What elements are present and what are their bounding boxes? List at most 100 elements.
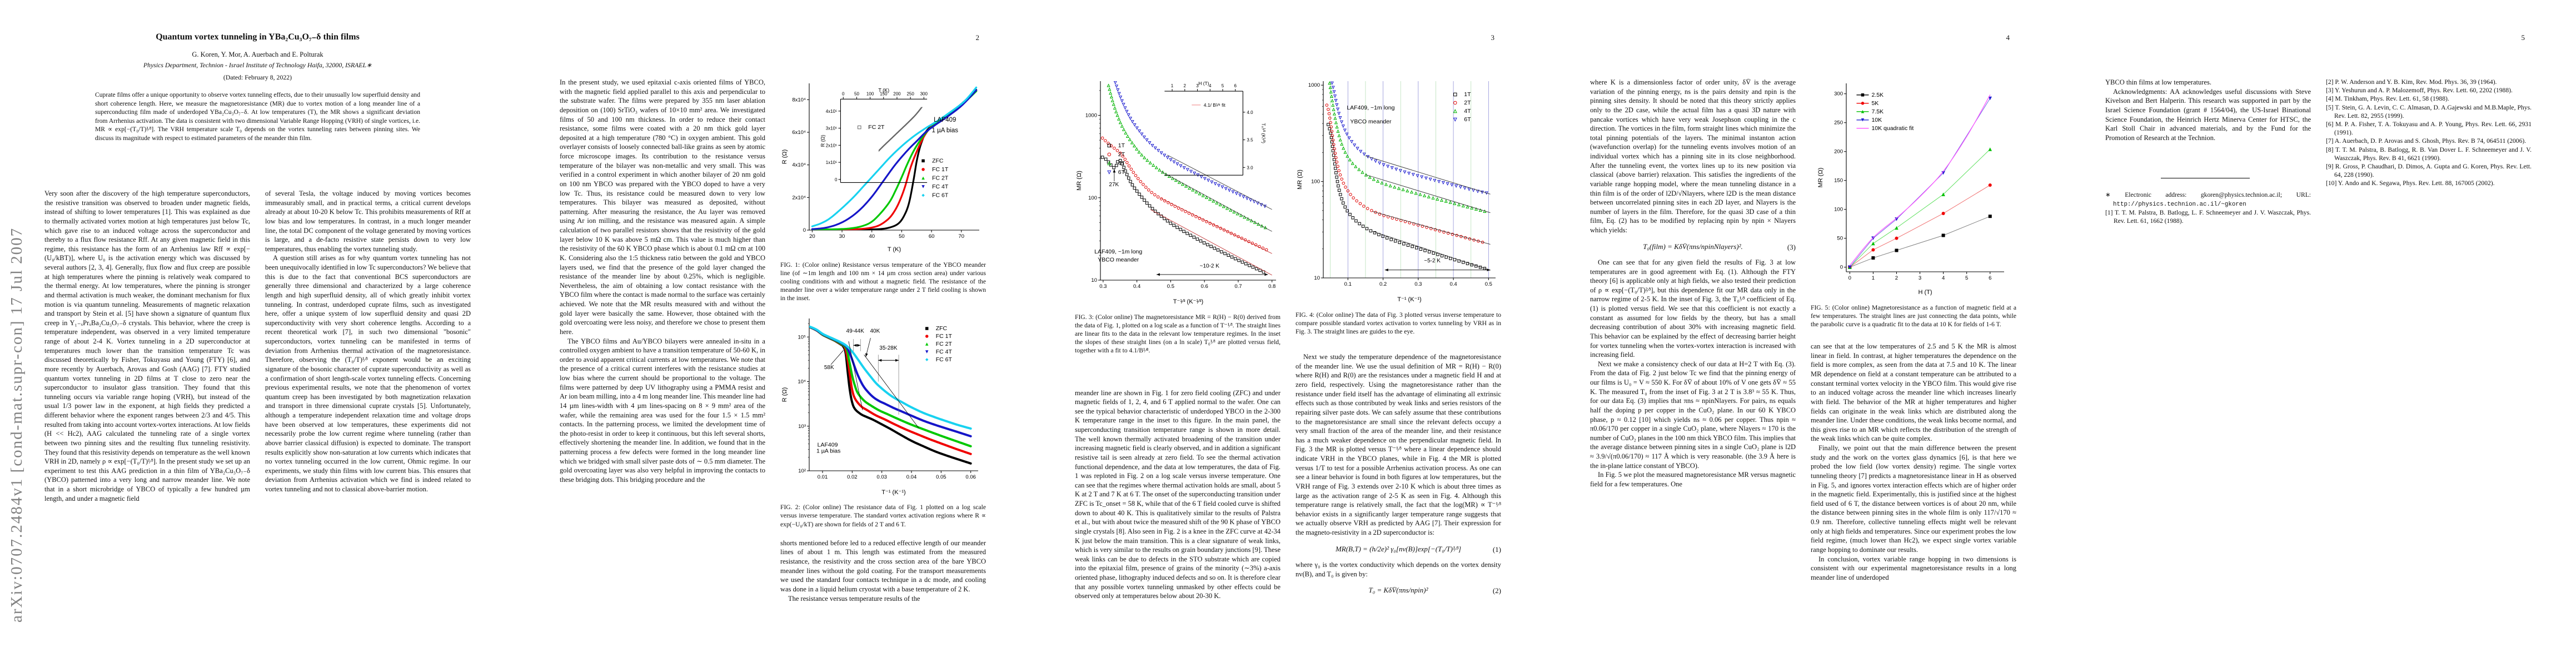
svg-text:10: 10 [1314, 275, 1320, 281]
svg-text:FC 2T: FC 2T [932, 175, 949, 182]
svg-text:FC 6T: FC 6T [932, 192, 949, 199]
body-paragraph: can see that at the low temperatures of … [1811, 342, 2016, 443]
svg-text:0: 0 [1848, 275, 1851, 281]
svg-text:1: 1 [1171, 83, 1174, 88]
svg-text:H (T): H (T) [1198, 81, 1209, 86]
svg-text:3: 3 [1919, 275, 1921, 281]
svg-text:0.5: 0.5 [1485, 281, 1492, 287]
equation-2: T₀ = KδV̄(πns/npin)² (2) [1296, 585, 1501, 595]
page3-right-column: 0.1 0.2 0.3 0.4 0.5 10 100 1000 T⁻¹ (K⁻¹) MR (Ω) L… [1296, 78, 1501, 602]
svg-text:2x10⁵: 2x10⁵ [826, 143, 838, 148]
svg-text:R (Ω): R (Ω) [781, 150, 788, 165]
svg-text:1x10⁵: 1x10⁵ [826, 160, 838, 165]
svg-text:10³: 10³ [798, 423, 806, 429]
equation-number: (3) [1787, 242, 1796, 251]
page2-left-column: In the present study, we used epitaxial … [560, 78, 765, 603]
svg-text:0: 0 [842, 91, 845, 96]
fig1-caption: FIG. 1: (Color online) Resistance versus… [780, 261, 986, 302]
reference-item: [5] T. Stein, G. A. Levin, C. C. Almasan… [2326, 103, 2532, 120]
equation-3: T₀(film) = KδV̄(πns/npinNlayers)². (3) [1590, 242, 1796, 251]
svg-text:100: 100 [866, 91, 874, 96]
svg-text:0.6: 0.6 [1201, 283, 1208, 290]
figure-4: 0.1 0.2 0.3 0.4 0.5 10 100 1000 T⁻¹ (K⁻¹) MR (Ω) L… [1296, 78, 1501, 307]
svg-text:27K: 27K [1109, 182, 1119, 188]
svg-text:FC 1T: FC 1T [932, 166, 949, 173]
svg-text:4T: 4T [1464, 108, 1471, 115]
footnote: ∗ Electronic address: gkoren@physics.tec… [2105, 191, 2311, 208]
body-paragraph: In conclusion, vortex variable range hop… [1811, 555, 2016, 581]
svg-text:70: 70 [959, 233, 965, 240]
svg-text:MR (Ω): MR (Ω) [1076, 171, 1083, 191]
svg-text:0.04: 0.04 [906, 474, 917, 480]
svg-text:0.4: 0.4 [1133, 283, 1140, 290]
svg-text:8x10⁴: 8x10⁴ [792, 97, 806, 103]
svg-text:0.5: 0.5 [1167, 283, 1174, 290]
svg-text:★: ★ [1232, 150, 1239, 158]
svg-text:7.5K: 7.5K [1871, 108, 1884, 115]
page4-right-column: 0 1 2 3 4 5 6 0 50 100 150 200 250 300 H (T) MR (Ω) 2.5K… [1811, 78, 2016, 582]
paper-affiliation: Physics Department, Technion - Israel In… [143, 61, 372, 69]
svg-text:0.3: 0.3 [1099, 283, 1107, 290]
svg-text:10K quadratic fit: 10K quadratic fit [1871, 125, 1914, 132]
svg-text:0.05: 0.05 [936, 474, 946, 480]
body-paragraph: In Fig. 5 we plot the measured magnetore… [1590, 471, 1796, 488]
paper-date: (Dated: February 8, 2022) [223, 73, 292, 81]
svg-text:50: 50 [899, 233, 905, 240]
svg-text:4.0: 4.0 [1247, 110, 1253, 115]
title-block: Quantum vortex tunneling in YBa₂Cu₃O₇₋δ … [44, 31, 471, 142]
svg-text:T⁻¹ (K⁻¹): T⁻¹ (K⁻¹) [881, 489, 905, 496]
svg-text:0: 0 [1840, 265, 1843, 271]
arxiv-watermark: arXiv:0707.2484v1 [cond-mat.supr-con] 17… [8, 227, 26, 623]
svg-text:10K: 10K [1871, 117, 1882, 123]
svg-text:MR (Ω): MR (Ω) [1817, 168, 1824, 188]
svg-text:58K: 58K [824, 365, 834, 371]
svg-text:YBCO meander: YBCO meander [1350, 118, 1392, 125]
svg-text:T⁻¹ (K⁻¹): T⁻¹ (K⁻¹) [1397, 296, 1421, 303]
figure-5: 0 1 2 3 4 5 6 0 50 100 150 200 250 300 H (T) MR (Ω) 2.5K… [1811, 78, 2016, 300]
svg-text:FC 6T: FC 6T [936, 356, 953, 363]
svg-text:50: 50 [854, 91, 859, 96]
reference-item: [9] R. Gross, P. Chaudhari, D. Dimos, A.… [2326, 162, 2532, 179]
svg-text:6T: 6T [1118, 169, 1125, 176]
svg-text:2T: 2T [1464, 99, 1471, 106]
svg-text:1000: 1000 [1308, 82, 1320, 88]
svg-text:5: 5 [1222, 83, 1224, 88]
svg-text:1 µA bias: 1 µA bias [931, 127, 958, 134]
svg-text:T₀¹⁄³ (K¹⁄³): T₀¹⁄³ (K¹⁄³) [1260, 123, 1266, 143]
svg-text:T⁻¹⁄³ (K⁻¹⁄³): T⁻¹⁄³ (K⁻¹⁄³) [1173, 298, 1203, 305]
body-paragraph: Very soon after the discovery of the hig… [44, 190, 250, 502]
paper-authors: G. Koren, Y. Mor, A. Auerbach and E. Pol… [192, 51, 323, 58]
svg-text:200: 200 [893, 91, 901, 96]
body-paragraph: YBCO thin films at low temperatures. [2105, 78, 2211, 86]
svg-text:6T: 6T [1464, 116, 1471, 123]
fig4-caption: FIG. 4: (Color online) The data of Fig. … [1296, 311, 1501, 335]
svg-text:100: 100 [1088, 195, 1097, 201]
svg-text:6x10⁴: 6x10⁴ [792, 130, 806, 136]
svg-text:4: 4 [1942, 275, 1945, 281]
page-number: 5 [2521, 33, 2525, 42]
svg-text:4.1/ B¹⁄⁸ fit: 4.1/ B¹⁄⁸ fit [1204, 102, 1226, 108]
svg-text:0.02: 0.02 [847, 474, 858, 480]
svg-text:10⁴: 10⁴ [798, 379, 806, 385]
svg-text:2T: 2T [1118, 151, 1125, 158]
body-paragraph: Next we make a consistency check of our … [1590, 360, 1796, 470]
svg-text:250: 250 [1834, 120, 1843, 126]
fig2-caption: FIG. 2: (Color online) The resistance da… [780, 504, 986, 528]
reference-item: [10] Y. Ando and K. Segawa, Phys. Rev. L… [2326, 180, 2495, 187]
body-paragraph: Finally, we point out that the main diff… [1811, 444, 2016, 554]
svg-text:0: 0 [803, 227, 806, 233]
fig3-caption: FIG. 3: (Color online) The magnetoresist… [1075, 313, 1280, 355]
svg-text:4x10⁵: 4x10⁵ [826, 109, 838, 114]
svg-text:0: 0 [835, 177, 838, 182]
body-paragraph: Next we study the temperature dependence… [1296, 353, 1501, 537]
svg-text:FC 2T: FC 2T [868, 124, 885, 131]
svg-text:1000: 1000 [1085, 113, 1097, 119]
figure-1: 20 30 40 50 60 70 0 2x10⁴ 4x10⁴ 6x10⁴ 8x10⁴ T (K) R … [780, 78, 986, 257]
svg-text:6: 6 [1989, 275, 1991, 281]
svg-text:3x10⁵: 3x10⁵ [826, 126, 838, 131]
fig3-chart: 0.3 0.4 0.5 0.6 0.7 0.8 10 100 1000 T⁻¹⁄³ (K⁻¹⁄³)… [1076, 81, 1276, 305]
svg-text:4T: 4T [1118, 160, 1125, 167]
svg-text:~5-2 K: ~5-2 K [1424, 258, 1441, 264]
svg-text:ZFC: ZFC [932, 158, 944, 165]
reference-item: [4] M. Tinkham, Phys. Rev. Lett. 61, 58 … [2326, 95, 2449, 103]
